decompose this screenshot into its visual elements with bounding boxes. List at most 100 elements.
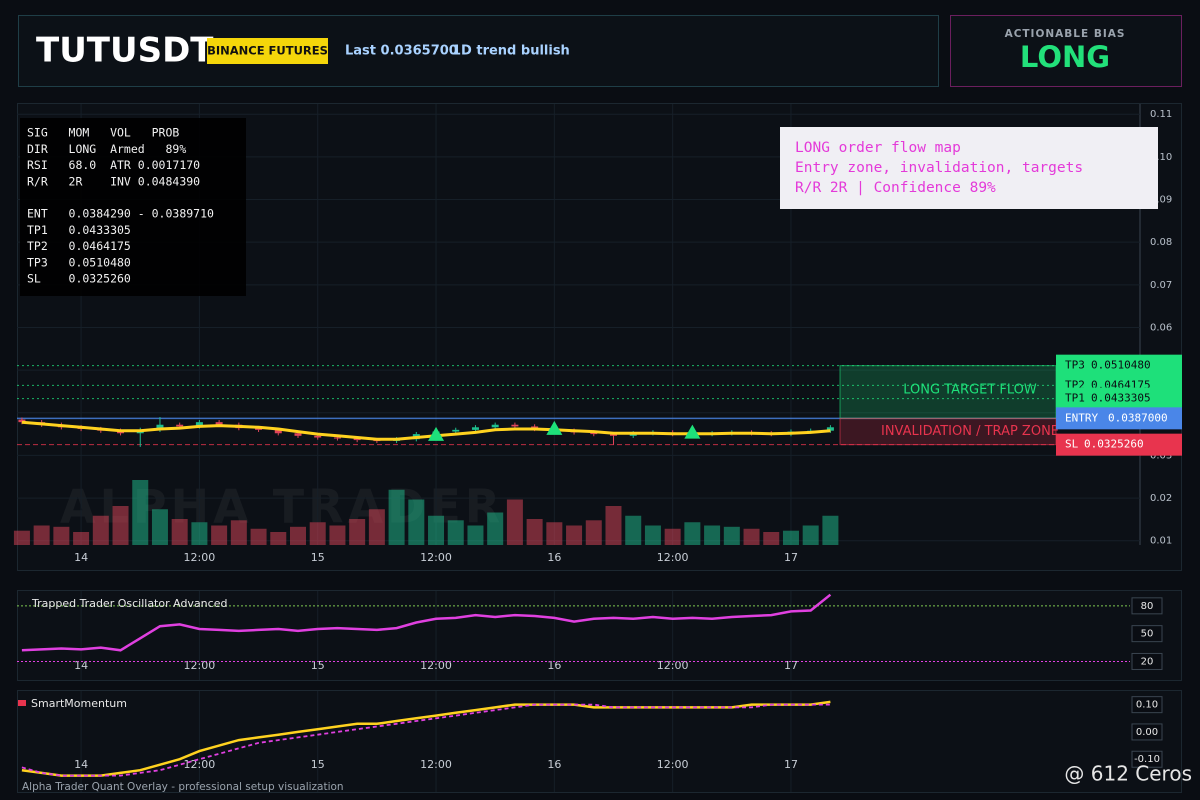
panel-title: SmartMomentum <box>31 697 127 710</box>
candle-body <box>511 424 519 427</box>
y-tick-label: -0.10 <box>1134 754 1160 765</box>
y-tick-label: 0.07 <box>1150 280 1172 291</box>
x-tick-label: 12:00 <box>420 551 452 564</box>
volume-bar <box>13 530 30 545</box>
y-tick-label: 0.00 <box>1136 727 1158 738</box>
level-name: SL <box>1065 438 1079 451</box>
x-tick-label: 15 <box>311 551 325 564</box>
candle-body <box>826 427 834 431</box>
info-row: R/R 2R INV 0.0484390 <box>27 174 200 188</box>
level-value: 0.0510480 <box>1091 359 1151 372</box>
x-tick-label: 16 <box>547 659 561 672</box>
volume-bar <box>408 499 425 545</box>
y-tick-box <box>1131 597 1163 615</box>
candle-body <box>156 424 164 430</box>
level-name: ENTRY <box>1065 411 1098 424</box>
level-value: 0.0387000 <box>1108 411 1168 424</box>
volume-bar <box>270 532 287 545</box>
x-tick-label: 14 <box>74 758 88 771</box>
credit: @ 612 Ceros <box>1064 762 1192 786</box>
y-tick-label: 0.10 <box>1136 700 1158 711</box>
y-tick-box <box>1131 652 1163 670</box>
x-tick-label: 12:00 <box>657 551 689 564</box>
volume-bar <box>329 525 346 545</box>
zone-label: LONG TARGET FLOW <box>903 382 1037 397</box>
volume-bar <box>230 520 247 545</box>
info-panel <box>20 118 246 296</box>
annotation-line: Entry zone, invalidation, targets <box>795 160 1083 176</box>
y-tick-label: 20 <box>1141 656 1154 667</box>
y-tick-box <box>1131 625 1163 643</box>
x-tick-label: 16 <box>547 758 561 771</box>
candle-body <box>452 429 460 432</box>
y-tick-label: 0.03 <box>1150 450 1172 461</box>
annotation-line: R/R 2R | Confidence 89% <box>795 180 996 196</box>
volume-bar <box>428 515 445 545</box>
candle-body <box>294 433 302 436</box>
volume-bar <box>802 525 819 545</box>
level-value: 0.0433305 <box>1091 392 1151 405</box>
level-value: 0.0325260 <box>1084 438 1144 451</box>
volume-bar <box>388 489 405 545</box>
y-tick-label: 0.09 <box>1150 195 1172 206</box>
oscillator-panel <box>17 590 1182 681</box>
volume-bar <box>506 499 523 545</box>
volume-bar <box>487 512 504 545</box>
volume-bar <box>349 519 366 545</box>
info-row: RSI 68.0 ATR 0.0017170 <box>27 158 200 172</box>
charts: 1412:001512:001612:00170.010.020.030.040… <box>13 104 1182 792</box>
momentum-panel <box>17 690 1182 793</box>
volume-bar <box>625 515 642 545</box>
info-row: TP2 0.0464175 <box>27 239 131 253</box>
candle-body <box>353 438 361 441</box>
volume-bar <box>467 525 484 545</box>
volume-bar <box>309 522 326 545</box>
volume-bar <box>526 519 543 545</box>
volume-bar <box>664 528 681 545</box>
annotation-line: LONG order flow map <box>795 140 961 156</box>
exchange: BINANCE FUTURES <box>207 44 328 58</box>
info-rows: SIG MOM VOL PROB DIR LONG Armed 89% RSI 68… <box>27 126 214 286</box>
volume-bar <box>171 519 188 545</box>
volume-bar <box>289 526 306 545</box>
level-badge <box>1056 433 1182 456</box>
volume-bar <box>191 522 208 545</box>
bias-panel <box>950 15 1182 87</box>
x-tick-label: 15 <box>311 659 325 672</box>
x-tick-label: 12:00 <box>420 758 452 771</box>
y-tick-label: 50 <box>1141 629 1154 640</box>
volume-bar <box>782 530 799 545</box>
candle-body <box>274 429 282 434</box>
volume-bar <box>33 525 50 545</box>
bias-value: LONG <box>1020 40 1110 74</box>
volume-bar <box>684 522 701 545</box>
symbol: TUTUSDT <box>36 31 214 71</box>
volume-bar <box>605 506 622 545</box>
volume-bar <box>73 532 90 545</box>
x-tick-label: 15 <box>311 758 325 771</box>
y-tick-label: 0.02 <box>1150 493 1172 504</box>
x-tick-label: 17 <box>784 551 798 564</box>
info-row: DIR LONG Armed 89% <box>27 142 186 156</box>
bias-label: ACTIONABLE BIAS <box>1005 28 1126 40</box>
info-row: ENT 0.0384290 - 0.0389710 <box>27 207 214 221</box>
volume-bar <box>546 522 563 545</box>
volume-bar <box>447 520 464 545</box>
candle-body <box>314 435 322 438</box>
volume-bar <box>92 515 109 545</box>
x-tick-label: 14 <box>74 659 88 672</box>
exchange-badge <box>207 38 328 64</box>
x-tick-label: 12:00 <box>420 659 452 672</box>
y-tick-label: 0.10 <box>1150 152 1172 163</box>
annotation-lines: LONG order flow map Entry zone, invalidat… <box>795 140 1083 196</box>
zone <box>839 417 1057 446</box>
y-tick-box <box>1131 723 1163 741</box>
series-line <box>21 703 831 777</box>
volume-bar <box>704 525 721 545</box>
candle-body <box>471 427 479 430</box>
info-row: SL 0.0325260 <box>27 272 131 286</box>
x-tick-label: 17 <box>784 659 798 672</box>
x-tick-label: 12:00 <box>657 659 689 672</box>
x-tick-label: 12:00 <box>184 659 216 672</box>
